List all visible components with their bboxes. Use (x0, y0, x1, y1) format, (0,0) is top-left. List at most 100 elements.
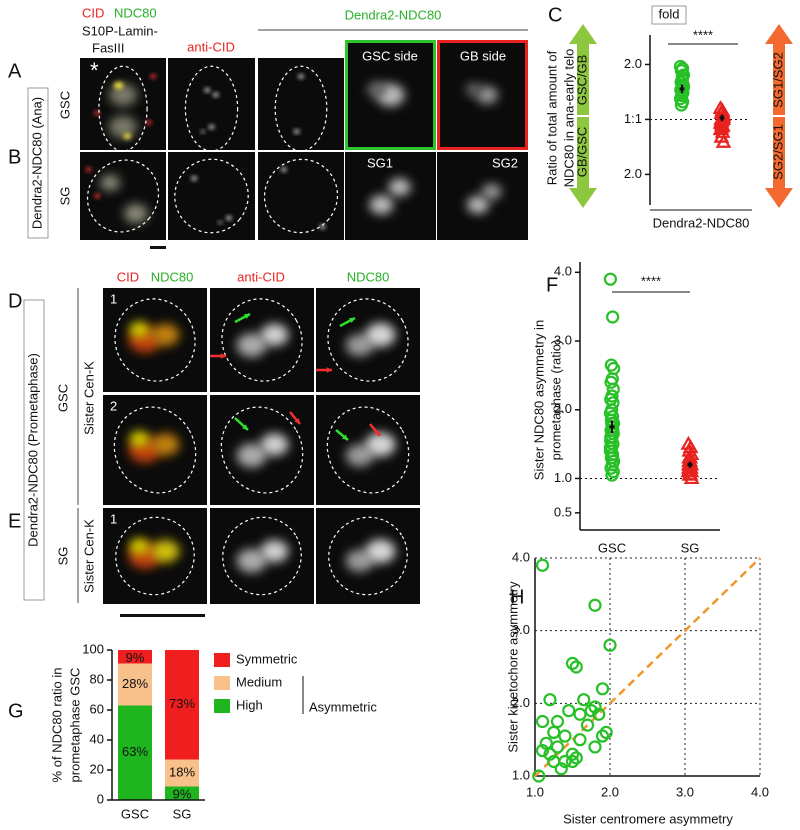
micrograph-content (437, 40, 528, 150)
signal (113, 81, 124, 90)
panel-letter: H (510, 586, 524, 608)
x-tick-label: 1.0 (526, 784, 544, 799)
label-box (27, 87, 49, 239)
signal (109, 115, 137, 139)
signal (298, 74, 304, 79)
signal (319, 224, 326, 230)
image-bg (437, 152, 528, 240)
channel-label: anti-CID (187, 39, 235, 54)
asterisk: * (90, 58, 99, 83)
data-point (573, 707, 587, 721)
data-point (605, 468, 619, 482)
side-label: Dendra2-NDC80 (Prometaphase) (25, 353, 40, 547)
signal (476, 86, 499, 104)
channel-label: NDC80 (347, 269, 390, 284)
image-bg (258, 58, 344, 150)
y-tick-label: 1.0 (554, 470, 572, 485)
y-tick-label: 2.0 (512, 695, 530, 710)
diagonal (534, 557, 761, 777)
y-tick-label: 1:1 (624, 111, 642, 126)
data-point (603, 638, 617, 652)
signal (94, 193, 101, 199)
image-bg (168, 58, 255, 150)
data-point (715, 134, 732, 148)
y-tick-label: 0 (97, 791, 104, 806)
micrograph-content (103, 508, 207, 604)
cell-outline (115, 516, 195, 596)
pointer-head (244, 313, 250, 320)
channel-label: CID (82, 5, 104, 20)
cell-number: 1 (110, 291, 117, 306)
x-axis-title: Dendra2-NDC80 (653, 215, 750, 230)
data-point (603, 272, 618, 286)
legend-group: Asymmetric (309, 699, 377, 714)
bar-segment (118, 663, 152, 706)
cell-outline (184, 65, 239, 150)
micrograph-content (316, 288, 420, 392)
y-axis-title: Sister NDC80 asymmetry in (531, 320, 546, 480)
cell-outline (113, 406, 197, 494)
bar-segment (165, 650, 199, 760)
micrograph (103, 288, 207, 392)
signal (236, 548, 267, 573)
y-axis-title: % of NDC80 ratio in (49, 668, 64, 783)
value-label: 63% (122, 744, 148, 759)
signal (123, 133, 132, 140)
panel-letter: B (8, 146, 21, 168)
bar-segment (165, 759, 199, 787)
signal (85, 167, 92, 173)
cell-outline (221, 298, 303, 382)
y-tick-label: 4.0 (512, 549, 530, 564)
side-label: Dendra2-NDC80 (Ana) (29, 97, 44, 229)
micrograph-content (103, 395, 207, 505)
micrograph-content (210, 395, 314, 505)
y-tick-label: 80 (90, 671, 104, 686)
data-point (588, 598, 602, 612)
cell-outline (274, 65, 328, 150)
signal (260, 433, 289, 456)
y-tick-label: 2.0 (554, 401, 572, 416)
frame (437, 40, 528, 150)
signal (225, 215, 232, 221)
micrograph-content (345, 40, 436, 150)
bar-segment (165, 786, 199, 800)
micrograph-content (80, 152, 166, 240)
signal (200, 130, 205, 134)
micrograph-content (258, 152, 344, 240)
channel-label: CID (117, 269, 139, 284)
data-point (535, 558, 550, 572)
value-label: 28% (122, 676, 148, 691)
frame (345, 40, 436, 150)
signal (388, 178, 411, 196)
cell-outline (222, 516, 302, 596)
signal (236, 443, 267, 468)
data-point (595, 729, 610, 743)
signal (345, 334, 374, 357)
micrograph-content (258, 58, 344, 150)
signal (280, 167, 287, 173)
row-label: SG (55, 547, 70, 566)
micrograph (103, 395, 207, 505)
signal (366, 81, 387, 98)
micrograph-content (316, 395, 420, 505)
unit-box (651, 5, 687, 25)
signal (218, 220, 223, 224)
value-label: 73% (169, 696, 195, 711)
signal (191, 176, 198, 181)
signal (129, 538, 150, 555)
cell-outline (327, 298, 409, 382)
y-tick-label: 20 (90, 761, 104, 776)
data-point (674, 98, 689, 112)
data-point (580, 718, 595, 732)
x-tick-label: 2.0 (601, 784, 619, 799)
data-point (535, 714, 550, 729)
significance: **** (641, 273, 661, 288)
panel-letter: E (8, 510, 21, 532)
data-point (543, 747, 557, 761)
cell-outline (86, 159, 160, 233)
micrograph (437, 40, 528, 150)
panel-letter: F (546, 274, 558, 296)
data-point (588, 740, 602, 754)
image-bg (80, 152, 166, 240)
image-bg (345, 152, 436, 240)
